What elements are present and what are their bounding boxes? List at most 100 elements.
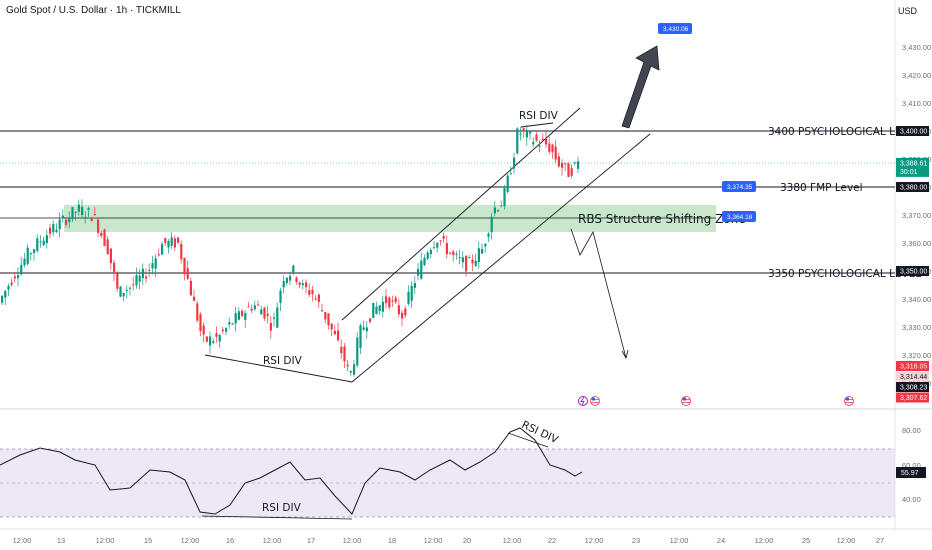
candle-body	[529, 131, 532, 134]
rsi-tick-60: 60.00	[902, 461, 921, 470]
candle-body	[497, 210, 500, 212]
candle-body	[1, 295, 4, 303]
candle-body	[375, 306, 378, 314]
us-flag-icon[interactable]	[844, 396, 854, 406]
candle-body	[154, 258, 157, 269]
candle-body	[282, 281, 285, 288]
bull-arrow[interactable]	[621, 45, 660, 129]
candle-body	[442, 236, 445, 239]
candle-body	[74, 211, 77, 213]
rsi-div-low-label[interactable]: RSI DIV	[263, 355, 303, 367]
candle-body	[202, 325, 205, 335]
candle-body	[356, 337, 359, 366]
price-tick-label: 3,430.00	[902, 43, 931, 52]
svg-text:3,388.61: 3,388.61	[900, 160, 927, 167]
candle-body	[221, 329, 224, 332]
time-tick-label: 12:00	[585, 536, 604, 545]
candle-body	[554, 146, 557, 160]
time-tick-label: 12:00	[13, 536, 32, 545]
candle-body	[263, 307, 266, 319]
price-tag-3364[interactable]: 3,364.18	[722, 211, 756, 222]
candle-body	[10, 282, 13, 285]
rsi-div-low-line[interactable]	[204, 354, 353, 383]
candle-body	[228, 322, 231, 325]
candle-body	[116, 273, 119, 289]
candle-body	[173, 238, 176, 248]
candle-body	[196, 303, 199, 321]
time-tick-label: 23	[632, 536, 640, 545]
candle-body	[113, 262, 116, 274]
svg-text:55.97: 55.97	[901, 470, 919, 477]
candle-body	[561, 163, 564, 168]
candle-body	[33, 249, 36, 253]
candle-body	[445, 243, 448, 255]
candle-body	[100, 232, 103, 236]
candle-body	[257, 304, 260, 306]
candle-body	[164, 238, 167, 243]
candle-body	[260, 309, 263, 315]
rsi-div-top-line[interactable]	[520, 122, 554, 128]
candle-body	[20, 264, 23, 275]
candle-body	[269, 322, 272, 331]
time-tick-label: 12:00	[503, 536, 522, 545]
candle-body	[106, 239, 109, 254]
rbs-zone-rect[interactable]	[64, 205, 716, 232]
price-tick-label: 3,340.00	[902, 295, 931, 304]
us-flag-icon[interactable]	[681, 396, 691, 406]
rsi-div-osc-low-line[interactable]	[201, 515, 353, 520]
bear-path[interactable]	[570, 228, 627, 359]
candle-body	[189, 280, 192, 296]
currency-label[interactable]: USD	[898, 6, 918, 16]
candle-body	[279, 290, 282, 303]
candle-body	[225, 328, 228, 332]
candle-body	[119, 286, 122, 297]
price-tag-3430[interactable]: 3,430.06	[658, 23, 692, 34]
candle-body	[506, 175, 509, 193]
symbol-title[interactable]: Gold Spot / U.S. Dollar · 1h · TICKMILL	[6, 5, 181, 16]
rsi-line[interactable]	[0, 427, 583, 515]
candle-body	[301, 283, 304, 286]
price-badge: 3,388.61 30:01	[896, 157, 929, 177]
rsi-div-osc-low-label[interactable]: RSI DIV	[262, 502, 302, 514]
candle-body	[493, 207, 496, 214]
rsi-div-osc-top-line[interactable]	[507, 432, 549, 448]
time-tick-label: 15	[144, 536, 152, 545]
candle-body	[477, 248, 480, 262]
candle-body	[487, 233, 490, 237]
channel-upper-line[interactable]	[341, 107, 581, 321]
candle-body	[42, 240, 45, 246]
time-tick-label: 18	[388, 536, 396, 545]
price-axis[interactable]: 3,430.003,420.003,410.003,400.003,390.00…	[902, 43, 931, 388]
candle-body	[52, 223, 55, 233]
price-tick-label: 3,420.00	[902, 71, 931, 80]
zone-label[interactable]: RBS Structure Shifting Zone	[578, 212, 746, 226]
candle-body	[557, 156, 560, 167]
time-tick-label: 25	[802, 536, 810, 545]
level-label-3380[interactable]: 3380 FMP Level	[780, 182, 863, 194]
candle-body	[170, 237, 173, 246]
channel-lower-line[interactable]	[351, 133, 651, 383]
candle-body	[253, 305, 256, 310]
svg-text:3,307.62: 3,307.62	[900, 395, 927, 402]
candle-body	[545, 138, 548, 145]
candle-body	[61, 215, 64, 218]
time-tick-label: 12:00	[837, 536, 856, 545]
level-label-3400[interactable]: 3400 PSYCHOLOGICAL LEVEL	[768, 126, 921, 138]
price-tag-3374[interactable]: 3,374.35	[722, 181, 756, 192]
time-axis[interactable]: 12:00 13 12:00 15 12:00 16 12:00 17 12:00 18 12:00…	[13, 536, 885, 545]
event-flash-icon[interactable]	[578, 396, 588, 406]
price-badge: 3,307.62	[896, 392, 929, 403]
candle-body	[519, 133, 522, 135]
level-label-3350[interactable]: 3350 PSYCHOLOGICAL LEVEL	[768, 268, 921, 280]
us-flag-icon[interactable]	[590, 396, 600, 406]
price-badge: 3,318.05	[896, 361, 929, 371]
candle-body	[532, 141, 535, 145]
candle-body	[353, 364, 356, 375]
candle-body	[167, 240, 170, 248]
candle-body	[372, 302, 375, 318]
svg-text:3,308.23: 3,308.23	[900, 385, 927, 392]
rsi-div-top-label[interactable]: RSI DIV	[519, 110, 559, 122]
candle-body	[433, 247, 436, 249]
candle-body	[17, 275, 20, 279]
